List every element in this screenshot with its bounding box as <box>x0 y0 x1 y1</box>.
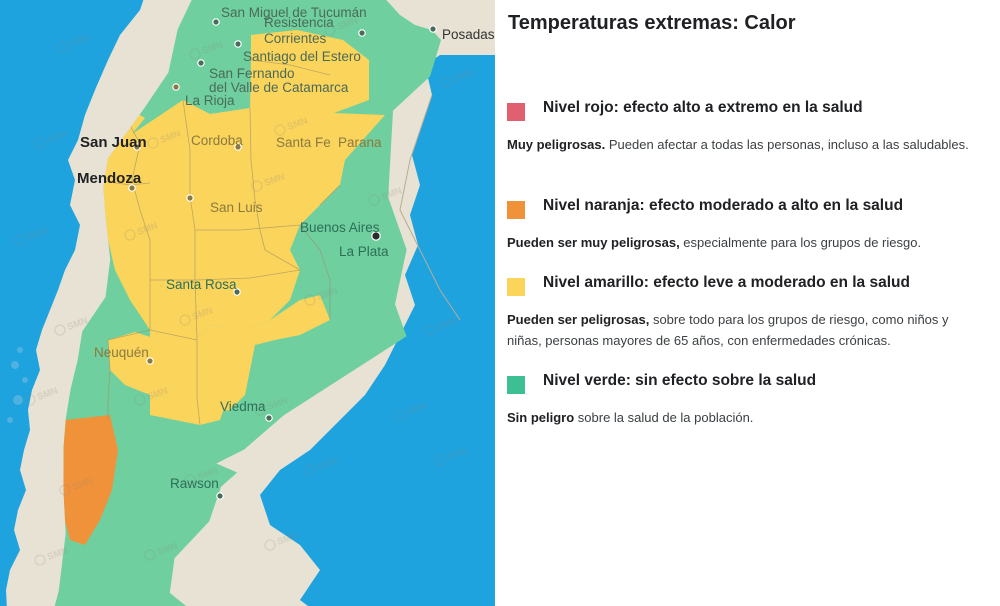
svg-text:Santiago del Estero: Santiago del Estero <box>243 49 361 64</box>
svg-text:Posadas: Posadas <box>442 27 495 42</box>
svg-text:Neuquén: Neuquén <box>94 345 149 360</box>
svg-text:La Plata: La Plata <box>339 244 389 259</box>
svg-text:Resistencia: Resistencia <box>264 15 334 30</box>
svg-text:San Fernando: San Fernando <box>209 66 295 81</box>
svg-text:Viedma: Viedma <box>220 399 266 414</box>
svg-text:Cordoba: Cordoba <box>191 133 243 148</box>
svg-text:Parana: Parana <box>338 135 382 150</box>
svg-text:Santa Rosa: Santa Rosa <box>166 277 237 292</box>
svg-text:San Juan: San Juan <box>80 134 147 151</box>
svg-text:Buenos Aires: Buenos Aires <box>300 220 380 235</box>
svg-text:Santa Fe: Santa Fe <box>276 135 331 150</box>
svg-text:Corrientes: Corrientes <box>264 31 327 46</box>
svg-text:San Luis: San Luis <box>210 200 263 215</box>
svg-text:Mendoza: Mendoza <box>77 170 142 187</box>
svg-text:La Rioja: La Rioja <box>185 93 235 108</box>
